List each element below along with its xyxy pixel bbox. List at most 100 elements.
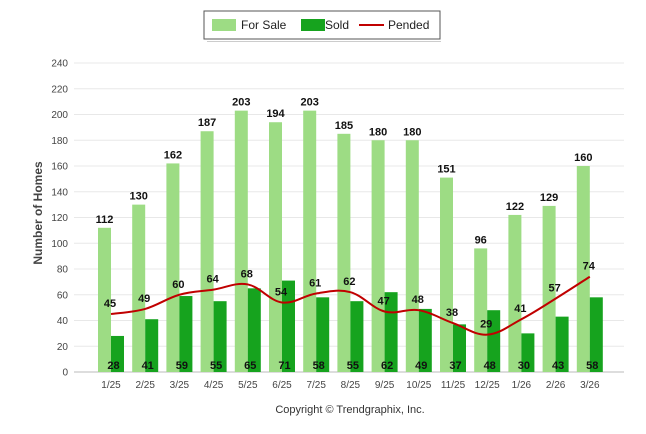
bar-sold-3-25 xyxy=(179,296,193,372)
label-for-sale-1-25: 112 xyxy=(96,214,114,226)
label-pended-4-25: 64 xyxy=(206,274,219,286)
label-for-sale-3-26: 160 xyxy=(574,152,592,164)
bar-for-sale-6-25 xyxy=(269,122,282,372)
bar-sold-1-25 xyxy=(111,335,124,372)
bar-for-sale-3-26 xyxy=(576,166,590,372)
label-pended-3-25: 60 xyxy=(172,279,184,291)
label-sold-6-25: 71 xyxy=(278,360,290,372)
y-tick-label-20: 20 xyxy=(57,342,69,353)
y-tick-label-0: 0 xyxy=(62,368,68,379)
label-for-sale-1-26: 122 xyxy=(506,201,524,213)
legend-label-for-sale: For Sale xyxy=(241,18,287,32)
bar-for-sale-8-25 xyxy=(337,133,351,372)
y-tick-label-100: 100 xyxy=(51,239,68,250)
label-for-sale-5-25: 203 xyxy=(232,97,250,109)
y-axis-label: Number of Homes xyxy=(31,161,45,265)
y-tick-label-80: 80 xyxy=(57,265,69,276)
label-for-sale-4-25: 187 xyxy=(198,117,216,129)
bars xyxy=(98,110,603,372)
x-tick-label-8-25: 8/25 xyxy=(341,380,361,391)
x-tick-label-4-25: 4/25 xyxy=(204,380,224,391)
bar-for-sale-7-25 xyxy=(303,110,317,372)
label-pended-3-26: 74 xyxy=(583,261,596,273)
x-tick-label-2-26: 2/26 xyxy=(546,380,566,391)
label-sold-10-25: 49 xyxy=(415,360,427,372)
bar-sold-11-25 xyxy=(453,324,466,372)
label-pended-1-26: 41 xyxy=(514,303,526,315)
bar-sold-5-25 xyxy=(247,288,261,372)
x-tick-label-12-25: 12/25 xyxy=(475,380,500,391)
label-pended-9-25: 47 xyxy=(377,295,389,307)
label-sold-4-25: 55 xyxy=(210,360,222,372)
bar-for-sale-11-25 xyxy=(440,177,453,372)
label-sold-9-25: 62 xyxy=(381,360,393,372)
x-tick-label-1-25: 1/25 xyxy=(101,380,121,391)
label-for-sale-9-25: 180 xyxy=(369,126,387,138)
label-sold-3-25: 59 xyxy=(176,360,188,372)
label-pended-11-25: 38 xyxy=(446,307,458,319)
y-tick-label-240: 240 xyxy=(51,59,68,70)
label-pended-2-26: 57 xyxy=(548,283,560,295)
label-sold-1-26: 30 xyxy=(518,360,530,372)
bar-for-sale-10-25 xyxy=(405,140,419,372)
bar-for-sale-1-25 xyxy=(98,227,111,372)
y-tick-label-40: 40 xyxy=(57,316,69,327)
label-for-sale-3-25: 162 xyxy=(164,149,182,161)
bar-for-sale-3-25 xyxy=(166,163,180,372)
bar-for-sale-9-25 xyxy=(371,140,385,372)
label-sold-2-25: 41 xyxy=(142,360,154,372)
bar-for-sale-2-25 xyxy=(132,204,146,372)
label-sold-12-25: 48 xyxy=(484,360,496,372)
y-tick-label-180: 180 xyxy=(51,136,68,147)
x-axis-ticks: 1/25 2/25 3/25 4/25 5/25 6/25 7/25 8/25 9/25 10/2… xyxy=(101,380,600,391)
label-pended-1-25: 45 xyxy=(104,298,116,310)
label-pended-7-25: 61 xyxy=(309,277,321,289)
x-tick-label-11-25: 11/25 xyxy=(441,380,466,391)
label-sold-3-26: 58 xyxy=(586,360,598,372)
label-pended-8-25: 62 xyxy=(343,276,355,288)
label-for-sale-11-25: 151 xyxy=(437,164,455,176)
y-tick-label-160: 160 xyxy=(51,162,68,173)
label-sold-8-25: 55 xyxy=(347,360,359,372)
legend-shadow xyxy=(207,41,441,42)
label-for-sale-7-25: 203 xyxy=(301,97,319,109)
pended-line xyxy=(110,275,591,336)
y-tick-label-120: 120 xyxy=(51,213,68,224)
legend-swatch-for-sale xyxy=(212,19,236,31)
x-tick-label-6-25: 6/25 xyxy=(272,380,292,391)
label-for-sale-2-25: 130 xyxy=(130,191,148,203)
label-pended-12-25: 29 xyxy=(480,319,492,331)
legend-label-pended: Pended xyxy=(388,18,429,32)
x-tick-label-2-25: 2/25 xyxy=(135,380,155,391)
label-sold-5-25: 65 xyxy=(244,360,256,372)
label-pended-5-25: 68 xyxy=(241,268,253,280)
bar-sold-1-26 xyxy=(521,333,535,372)
data-labels: 112 28 130 41 162 59 187 55 203 65 194 71 203 58 185 55… xyxy=(96,97,599,372)
pended-line-path xyxy=(110,275,591,336)
bar-sold-10-25 xyxy=(418,308,432,372)
y-tick-label-60: 60 xyxy=(57,290,69,301)
label-sold-1-25: 28 xyxy=(107,360,119,372)
y-tick-label-200: 200 xyxy=(51,110,68,121)
bar-for-sale-1-26 xyxy=(508,214,522,372)
bar-sold-12-25 xyxy=(487,310,501,372)
y-axis-ticks: 0 20 40 60 80 100 120 140 160 180 200 220 240 xyxy=(51,59,68,379)
bar-sold-8-25 xyxy=(350,301,364,372)
bar-sold-7-25 xyxy=(316,297,330,372)
label-for-sale-6-25: 194 xyxy=(266,108,285,120)
copyright-footer: Copyright © Trendgraphix, Inc. xyxy=(275,404,424,416)
label-pended-6-25: 54 xyxy=(275,286,288,298)
label-for-sale-2-26: 129 xyxy=(540,192,558,204)
label-sold-7-25: 58 xyxy=(313,360,325,372)
legend: For Sale Sold Pended xyxy=(203,10,441,42)
label-for-sale-8-25: 185 xyxy=(335,120,353,132)
label-sold-11-25: 37 xyxy=(449,360,461,372)
x-tick-label-10-25: 10/25 xyxy=(406,380,431,391)
bar-sold-3-26 xyxy=(589,297,603,372)
x-tick-label-3-25: 3/25 xyxy=(170,380,190,391)
label-pended-2-25: 49 xyxy=(138,293,150,305)
label-sold-2-26: 43 xyxy=(552,360,564,372)
x-tick-label-5-25: 5/25 xyxy=(238,380,258,391)
bar-for-sale-4-25 xyxy=(200,131,214,372)
